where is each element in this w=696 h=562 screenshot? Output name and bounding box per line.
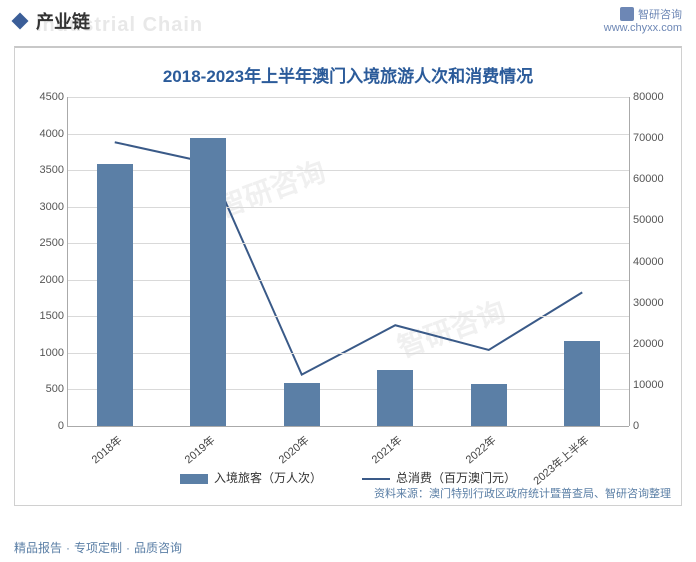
y-right-tick: 70000	[633, 132, 675, 144]
x-tick-label: 2018年	[88, 432, 125, 467]
legend-bar-swatch-icon	[180, 474, 208, 484]
brand-logo-icon	[620, 7, 634, 21]
chart-title: 2018-2023年上半年澳门入境旅游人次和消费情况	[25, 62, 671, 87]
bar	[377, 370, 413, 426]
bar	[284, 383, 320, 426]
chart-card: 智研咨询 智研咨询 2018-2023年上半年澳门入境旅游人次和消费情况 050…	[14, 46, 682, 506]
y-right-tick: 0	[633, 420, 675, 432]
brand-block: 智研咨询 www.chyxx.com	[604, 6, 682, 34]
legend-bar-label: 入境旅客（万人次）	[214, 471, 322, 485]
footer-part: 专项定制	[74, 541, 122, 555]
plot-area: 0500100015002000250030003500400045000100…	[67, 97, 629, 427]
y-right-tick: 80000	[633, 91, 675, 103]
legend-line: 总消费（百万澳门元）	[362, 469, 516, 486]
y-left-tick: 2000	[28, 274, 64, 286]
y-right-tick: 10000	[633, 379, 675, 391]
y-right-tick: 60000	[633, 173, 675, 185]
y-left-tick: 1500	[28, 310, 64, 322]
brand-name: 智研咨询	[638, 6, 682, 22]
grid-line	[68, 134, 629, 135]
section-title: 产业链	[36, 8, 90, 34]
x-tick-label: 2020年	[275, 432, 312, 467]
grid-line	[68, 353, 629, 354]
grid-line	[68, 316, 629, 317]
legend-bar: 入境旅客（万人次）	[180, 469, 322, 486]
x-tick-label: 2019年	[181, 432, 218, 467]
grid-line	[68, 170, 629, 171]
bar	[564, 341, 600, 426]
diamond-icon	[12, 13, 29, 30]
legend-line-label: 总消费（百万澳门元）	[396, 471, 516, 485]
y-left-tick: 2500	[28, 237, 64, 249]
bar	[190, 138, 226, 426]
legend: 入境旅客（万人次） 总消费（百万澳门元）	[25, 469, 671, 486]
grid-line	[68, 243, 629, 244]
bar	[97, 164, 133, 426]
grid-line	[68, 280, 629, 281]
y-left-tick: 4500	[28, 91, 64, 103]
y-right-tick: 20000	[633, 338, 675, 350]
x-tick-label: 2021年	[368, 432, 405, 467]
y-left-tick: 4000	[28, 128, 64, 140]
grid-line	[68, 389, 629, 390]
brand-url: www.chyxx.com	[604, 22, 682, 34]
legend-line-swatch-icon	[362, 478, 390, 480]
bar	[471, 384, 507, 426]
chart-source: 资料来源：澳门特别行政区政府统计暨普查局、智研咨询整理	[374, 485, 671, 501]
y-left-tick: 3500	[28, 164, 64, 176]
y-left-tick: 1000	[28, 347, 64, 359]
y-right-tick: 40000	[633, 256, 675, 268]
footer-part: 精品报告	[14, 541, 62, 555]
footer-part: 品质咨询	[134, 541, 182, 555]
footer-tagline: 精品报告·专项定制·品质咨询	[14, 539, 182, 556]
line-series	[68, 97, 629, 426]
y-left-tick: 3000	[28, 201, 64, 213]
section-header: 产业链	[0, 0, 696, 38]
grid-line	[68, 97, 629, 98]
y-right-tick: 30000	[633, 297, 675, 309]
y-left-tick: 500	[28, 383, 64, 395]
x-tick-label: 2022年	[462, 432, 499, 467]
grid-line	[68, 207, 629, 208]
y-left-tick: 0	[28, 420, 64, 432]
y-right-tick: 50000	[633, 214, 675, 226]
